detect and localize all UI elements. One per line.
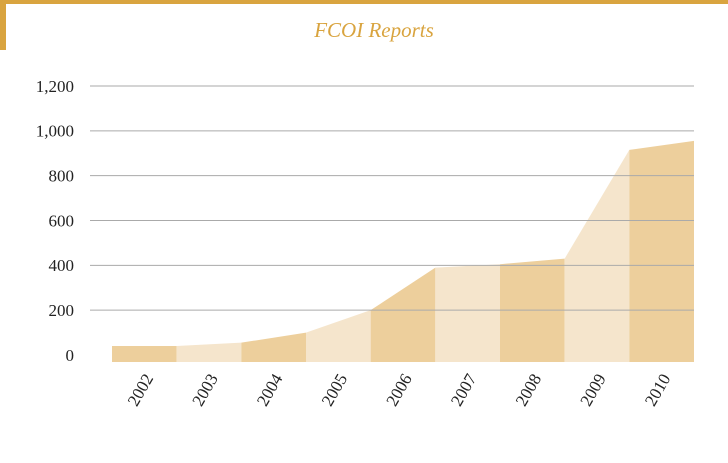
- area-band: [564, 149, 630, 362]
- x-tick-label: 2010: [641, 370, 674, 409]
- area-band: [629, 140, 694, 362]
- area-band: [112, 346, 177, 362]
- area-band: [306, 310, 371, 362]
- y-tick-label: 400: [49, 256, 75, 275]
- x-tick-label: 2003: [188, 370, 221, 409]
- x-tick-label: 2008: [512, 370, 545, 409]
- x-tick-label: 2007: [447, 370, 481, 409]
- x-tick-label: 2009: [576, 370, 609, 409]
- y-tick-label: 1,000: [36, 122, 74, 141]
- area-band: [176, 342, 242, 362]
- y-tick-label: 200: [49, 301, 75, 320]
- y-tick-label: 800: [49, 167, 75, 186]
- x-tick-label: 2005: [318, 370, 351, 409]
- area-band: [370, 267, 436, 362]
- x-tick-label: 2004: [253, 370, 287, 409]
- area-band: [435, 264, 500, 362]
- x-tick-label: 2002: [124, 370, 157, 409]
- y-tick-label: 1,200: [36, 77, 74, 96]
- left-accent: [0, 0, 6, 50]
- top-rule: [0, 0, 728, 4]
- chart-title: FCOI Reports: [313, 18, 434, 42]
- y-tick-label: 600: [49, 211, 75, 230]
- area-band: [241, 332, 306, 362]
- y-tick-label: 0: [66, 346, 75, 365]
- x-tick-label: 2006: [382, 370, 415, 409]
